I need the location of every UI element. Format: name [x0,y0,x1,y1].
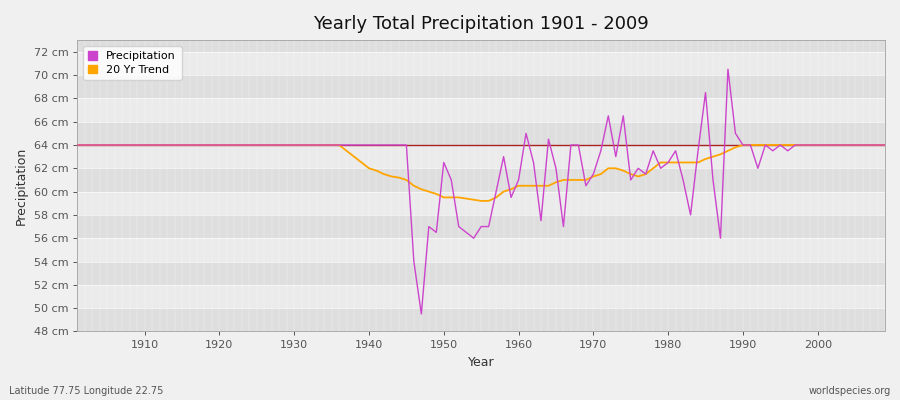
20 Yr Trend [520,183,531,188]
Bar [77,168,885,192]
Precipitation [416,312,427,316]
Bar [77,285,885,308]
Title: Yearly Total Precipitation 1901 - 2009: Yearly Total Precipitation 1901 - 2009 [313,15,649,33]
Text: Latitude 77.75 Longitude 22.75: Latitude 77.75 Longitude 22.75 [9,386,164,396]
Y-axis label: Precipitation: Precipitation [15,147,28,225]
Bar [77,262,885,285]
Bar [77,75,885,98]
20 Yr Trend [476,198,487,203]
Precipitation [879,142,890,147]
Bar [77,192,885,215]
20 Yr Trend [72,142,83,147]
20 Yr Trend [341,148,352,153]
Bar [77,52,885,75]
Precipitation [723,67,734,72]
20 Yr Trend [879,142,890,147]
Precipitation [513,178,524,182]
20 Yr Trend [610,166,621,171]
20 Yr Trend [131,142,142,147]
Line: 20 Yr Trend: 20 Yr Trend [77,145,885,201]
Bar [77,308,885,332]
Bar [77,145,885,168]
Legend: Precipitation, 20 Yr Trend: Precipitation, 20 Yr Trend [83,46,182,80]
Bar [77,238,885,262]
X-axis label: Year: Year [468,356,494,369]
Precipitation [341,142,352,147]
Text: worldspecies.org: worldspecies.org [809,386,891,396]
Precipitation [131,142,142,147]
20 Yr Trend [513,183,524,188]
Precipitation [520,131,531,136]
Bar [77,215,885,238]
Bar [77,98,885,122]
Bar [77,40,885,52]
20 Yr Trend [296,142,307,147]
Precipitation [72,142,83,147]
Precipitation [610,154,621,159]
Line: Precipitation: Precipitation [77,69,885,314]
Precipitation [296,142,307,147]
Bar [77,122,885,145]
